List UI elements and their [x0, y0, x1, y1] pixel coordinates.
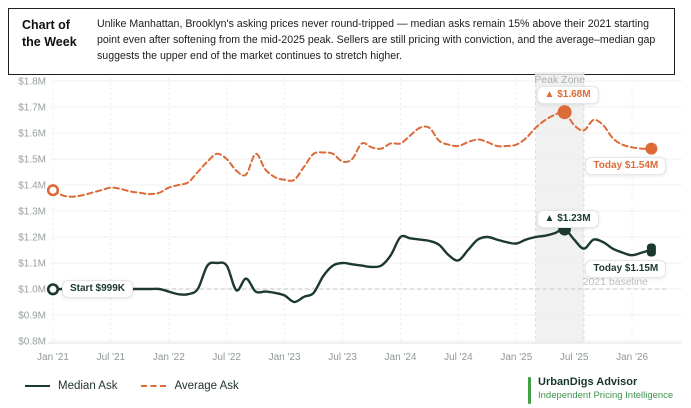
- svg-text:Jul '21: Jul '21: [97, 352, 126, 363]
- svg-text:$1.3M: $1.3M: [18, 207, 46, 218]
- svg-text:$1.4M: $1.4M: [18, 181, 46, 192]
- brand-block: UrbanDigs Advisor Independent Pricing In…: [528, 375, 673, 404]
- average-line-swatch: [141, 385, 167, 387]
- svg-text:Jan '23: Jan '23: [269, 352, 301, 363]
- brand-title: UrbanDigs Advisor: [538, 376, 638, 388]
- svg-text:Jul '24: Jul '24: [444, 352, 473, 363]
- series-marker: [557, 105, 572, 120]
- svg-text:Jul '23: Jul '23: [328, 352, 357, 363]
- svg-text:Jan '26: Jan '26: [616, 352, 648, 363]
- svg-text:$1.2M: $1.2M: [18, 233, 46, 244]
- svg-text:$1.8M: $1.8M: [18, 77, 46, 88]
- average-today-annotation: Today $1.54M: [585, 156, 667, 175]
- svg-text:Jan '25: Jan '25: [500, 352, 532, 363]
- brand-subtitle: Independent Pricing Intelligence: [538, 390, 674, 402]
- series-marker: [645, 142, 658, 155]
- brand-accent-bar: [528, 377, 531, 404]
- svg-text:$1.6M: $1.6M: [18, 129, 46, 140]
- svg-text:Jul '22: Jul '22: [212, 352, 241, 363]
- legend-label-average: Average Ask: [174, 380, 239, 392]
- svg-text:Jan '22: Jan '22: [153, 352, 185, 363]
- svg-text:$1.5M: $1.5M: [18, 155, 46, 166]
- svg-text:Jul '25: Jul '25: [560, 352, 589, 363]
- header-callout-box: Chart of the Week Unlike Manhattan, Broo…: [8, 8, 675, 75]
- legend-item-median: Median Ask: [25, 380, 117, 392]
- peak-zone-label: Peak Zone: [534, 74, 586, 86]
- chart-footer: Median Ask Average Ask UrbanDigs Advisor…: [0, 374, 691, 406]
- legend-label-median: Median Ask: [58, 380, 118, 392]
- svg-text:$0.9M: $0.9M: [18, 311, 46, 322]
- svg-text:$1.7M: $1.7M: [18, 103, 46, 114]
- svg-text:$1.1M: $1.1M: [18, 259, 46, 270]
- average-ask-line: [52, 110, 653, 198]
- median-ask-line: [51, 227, 653, 304]
- price-chart-canvas: $1.8M $1.7M $1.6M $1.5M $1.4M $1.3M $1.2M $1.1M…: [18, 72, 682, 363]
- median-line-swatch: [25, 385, 50, 387]
- legend: Median Ask Average Ask: [25, 380, 239, 392]
- average-peak-annotation: ▲ $1.68M: [536, 86, 599, 105]
- svg-text:Jan '21: Jan '21: [37, 352, 69, 363]
- page-title: Chart of the Week: [22, 18, 77, 49]
- median-peak-annotation: ▲ $1.23M: [536, 210, 599, 229]
- legend-item-average: Average Ask: [141, 380, 239, 392]
- svg-text:Jan '24: Jan '24: [385, 352, 417, 363]
- start-annotation: Start $999K: [62, 280, 134, 299]
- price-chart: $1.8M $1.7M $1.6M $1.5M $1.4M $1.3M $1.2M $1.1M…: [0, 58, 691, 370]
- series-marker: [46, 184, 60, 197]
- svg-text:$1.0M: $1.0M: [18, 285, 46, 296]
- svg-text:$0.8M: $0.8M: [18, 337, 46, 348]
- header-commentary: Unlike Manhattan, Brooklyn's asking pric…: [97, 18, 656, 62]
- brand-text: UrbanDigs Advisor Independent Pricing In…: [538, 375, 673, 404]
- series-marker: [46, 283, 60, 296]
- median-today-annotation: Today $1.15M: [585, 260, 667, 278]
- baseline-label: 2021 baseline: [582, 276, 648, 288]
- series-marker: [646, 243, 656, 257]
